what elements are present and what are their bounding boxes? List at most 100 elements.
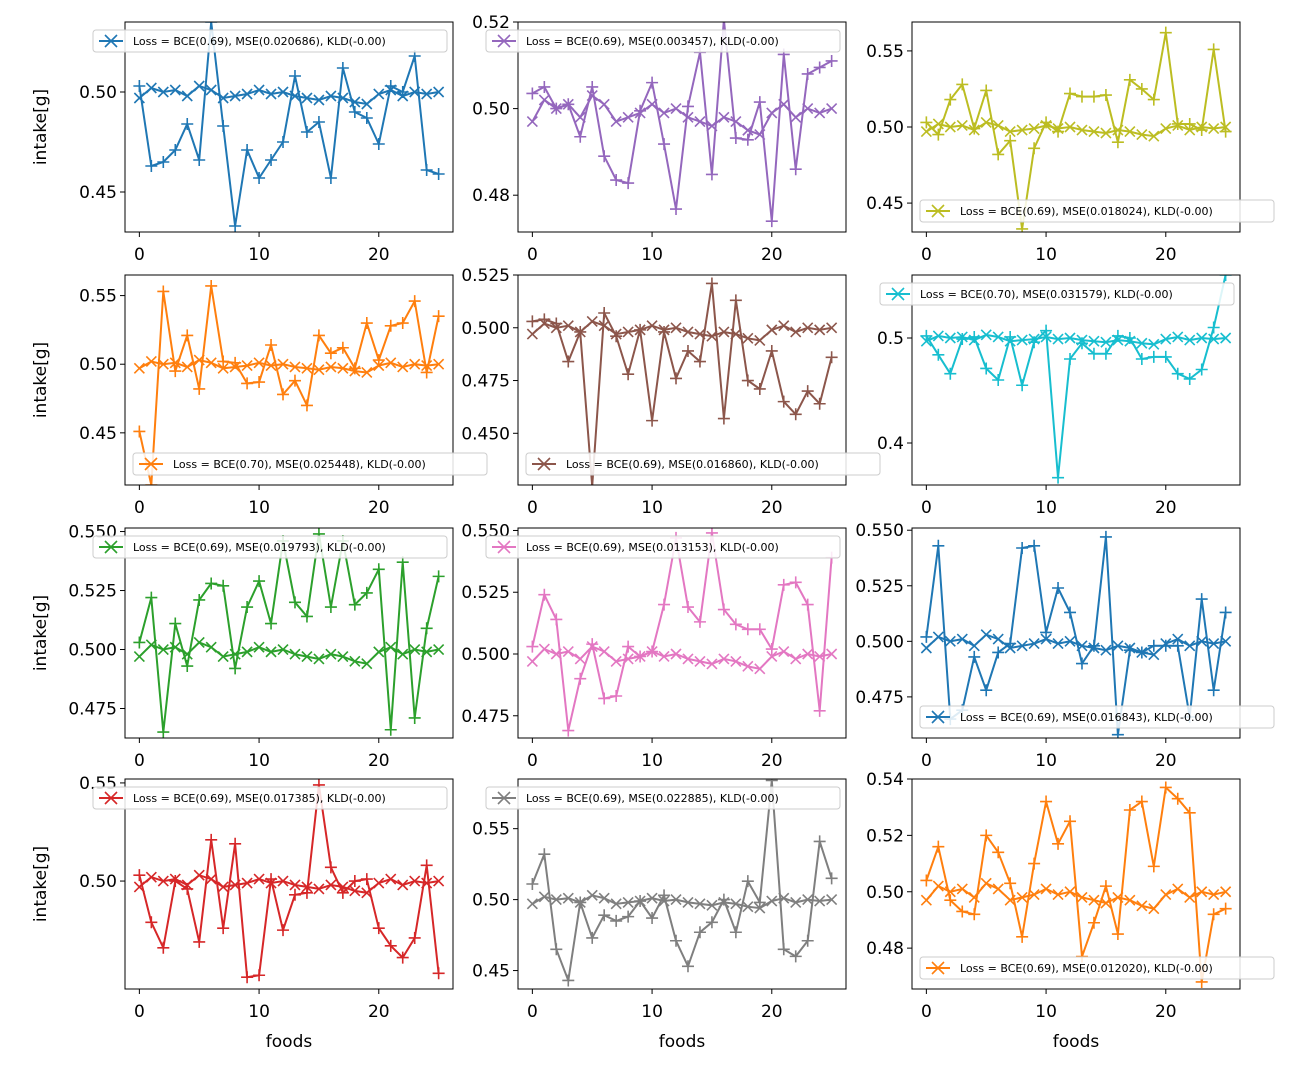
x-tick-label: 20 [1155,751,1177,771]
plus-marker [145,160,158,172]
plus-marker [229,220,242,232]
plus-marker [229,662,242,675]
series-line-2 [138,22,439,227]
x-marker [313,94,325,106]
plus-marker [1135,646,1148,659]
x-marker [361,366,373,379]
legend-label: Loss = BCE(0.69), MSE(0.016843), KLD(-0.… [960,711,1213,724]
plus-marker [729,132,742,145]
x-marker [1052,333,1064,345]
plus-marker [1111,329,1124,342]
x-marker [145,355,157,368]
series-line-2 [925,32,1227,230]
plus-marker [591,480,594,485]
x-marker [1004,125,1016,138]
plus-marker [1028,857,1041,870]
plus-marker [432,310,445,323]
x-marker [1040,883,1052,895]
x-marker [253,84,265,96]
x-marker [778,320,790,332]
plus-marker [169,617,182,630]
legend-marker [497,791,511,805]
plus-marker [1147,350,1160,363]
x-marker [1184,640,1196,652]
x-marker [742,901,754,913]
y-tick-label: 0.500 [461,319,510,339]
y-tick-label: 0.525 [461,583,510,603]
plus-marker [169,365,182,378]
plus-marker [753,382,766,395]
plus-marker [432,967,445,980]
x-marker [1016,640,1028,652]
x-marker [397,361,409,373]
plus-marker [372,922,385,935]
plus-marker [1052,837,1065,850]
plus-marker [1219,606,1232,619]
x-marker [1196,332,1208,344]
x-tick-label: 20 [368,498,390,518]
x-marker [145,871,157,883]
plus-marker [1087,639,1100,652]
legend-marker [104,791,118,805]
plus-marker [300,399,313,412]
legend-marker [497,540,511,554]
x-marker [1136,337,1148,349]
plot-area [133,528,445,738]
plus-marker [1087,916,1100,929]
y-tick-label: 0.525 [461,266,510,286]
plus-marker [145,916,158,929]
x-marker [526,898,538,910]
plot-frame [124,778,454,990]
x-marker [718,111,730,123]
x-marker [1160,889,1172,901]
x-marker [205,84,217,96]
legend-label: Loss = BCE(0.70), MSE(0.025448), KLD(-0.… [173,458,426,471]
subplot-1: 0 10 20 0.45 0.50 Loss = BCE(0.69), MSE(0.020… [31,21,454,265]
plus-marker [1219,902,1232,915]
plus-marker [1147,860,1160,873]
plus-marker [610,690,623,702]
legend-box [919,199,1275,223]
x-marker [826,648,838,660]
plus-marker [586,931,599,944]
x-marker [1028,889,1040,901]
plus-marker [1111,728,1124,738]
x-marker [956,633,968,645]
plot-area [133,779,445,984]
x-marker [682,896,694,909]
plus-marker [181,882,194,895]
legend-box [525,452,881,476]
y-tick-label: 0.55 [866,42,904,62]
plus-marker [693,615,706,628]
x-marker [1088,894,1100,906]
series-line-2 [925,785,1227,983]
plus-marker [265,617,278,630]
y-tick-label: 0.525 [855,577,904,597]
y-tick-label: 0.550 [855,521,904,541]
plus-marker [586,80,599,93]
plus-marker [920,874,933,887]
plus-marker [723,22,725,26]
plus-marker [1159,781,1172,794]
plus-marker [550,102,563,115]
legend-label: Loss = BCE(0.69), MSE(0.013153), KLD(-0.… [526,541,779,554]
x-marker [133,651,145,663]
y-tick-label: 0.50 [472,100,510,120]
x-marker [433,86,445,98]
plus-marker [1064,353,1077,365]
x-tick-label: 0 [134,751,145,771]
x-marker [706,899,718,911]
legend: Loss = BCE(0.69), MSE(0.020686), KLD(-0.… [92,29,448,53]
plus-marker [205,577,218,590]
x-marker [1172,883,1184,895]
plus-marker [384,80,397,92]
plus-marker [1135,82,1148,95]
x-marker [646,892,658,904]
legend-marker [144,457,158,471]
plus-marker [801,67,814,80]
plus-marker [968,330,981,343]
plot-frame [124,21,454,233]
x-marker [526,328,538,340]
